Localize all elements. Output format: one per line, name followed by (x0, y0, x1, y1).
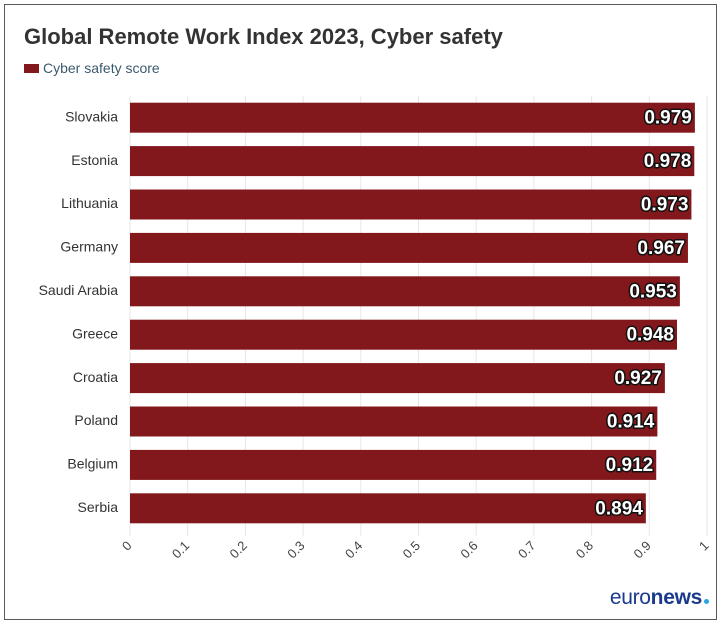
bar (130, 276, 680, 307)
data-label: 0.927 (614, 368, 662, 389)
category-label: Germany (60, 239, 118, 255)
data-label: 0.912 (606, 455, 654, 476)
x-tick-label: 0.3 (284, 538, 307, 561)
category-label: Estonia (71, 152, 118, 168)
data-label: 0.967 (637, 238, 685, 259)
x-tick-label: 0.1 (169, 538, 192, 561)
category-label: Belgium (67, 456, 118, 472)
legend[interactable]: Cyber safety score (24, 60, 160, 76)
bar (130, 102, 695, 133)
bar (130, 146, 695, 177)
bar (130, 363, 665, 394)
x-tick-label: 1 (696, 538, 712, 554)
logo-text-light: euro (609, 586, 651, 609)
x-tick-label: 0.7 (515, 538, 538, 561)
data-label: 0.978 (644, 151, 692, 172)
bar (130, 449, 657, 480)
data-label: 0.979 (644, 108, 692, 129)
data-label: 0.953 (629, 281, 677, 302)
x-tick-label: 0.9 (630, 538, 653, 561)
category-label: Slovakia (65, 108, 118, 124)
logo-text-bold: news (650, 586, 703, 609)
logo-dot-icon (704, 599, 709, 604)
x-tick-label: 0.5 (400, 538, 423, 561)
euronews-logo: euronews (610, 586, 709, 610)
x-tick-label: 0.2 (227, 538, 250, 561)
x-tick-label: 0.4 (342, 538, 365, 561)
category-label: Greece (72, 325, 118, 341)
bar (130, 319, 677, 350)
category-label: Saudi Arabia (39, 282, 119, 298)
data-label: 0.948 (626, 325, 674, 346)
category-label: Croatia (73, 369, 118, 385)
category-label: Lithuania (61, 195, 118, 211)
category-label: Serbia (78, 499, 119, 515)
data-label: 0.973 (641, 195, 689, 216)
bar (130, 189, 692, 220)
category-label: Poland (74, 412, 118, 428)
bar (130, 493, 646, 524)
bar (130, 232, 688, 263)
legend-swatch (24, 63, 39, 73)
legend-label: Cyber safety score (43, 60, 160, 76)
x-tick-label: 0.8 (573, 538, 596, 561)
x-tick-label: 0.6 (457, 538, 480, 561)
x-tick-label: 0 (119, 538, 135, 554)
bar (130, 406, 658, 437)
data-label: 0.914 (607, 412, 655, 433)
chart-title: Global Remote Work Index 2023, Cyber saf… (24, 24, 503, 49)
data-label: 0.894 (595, 498, 643, 519)
